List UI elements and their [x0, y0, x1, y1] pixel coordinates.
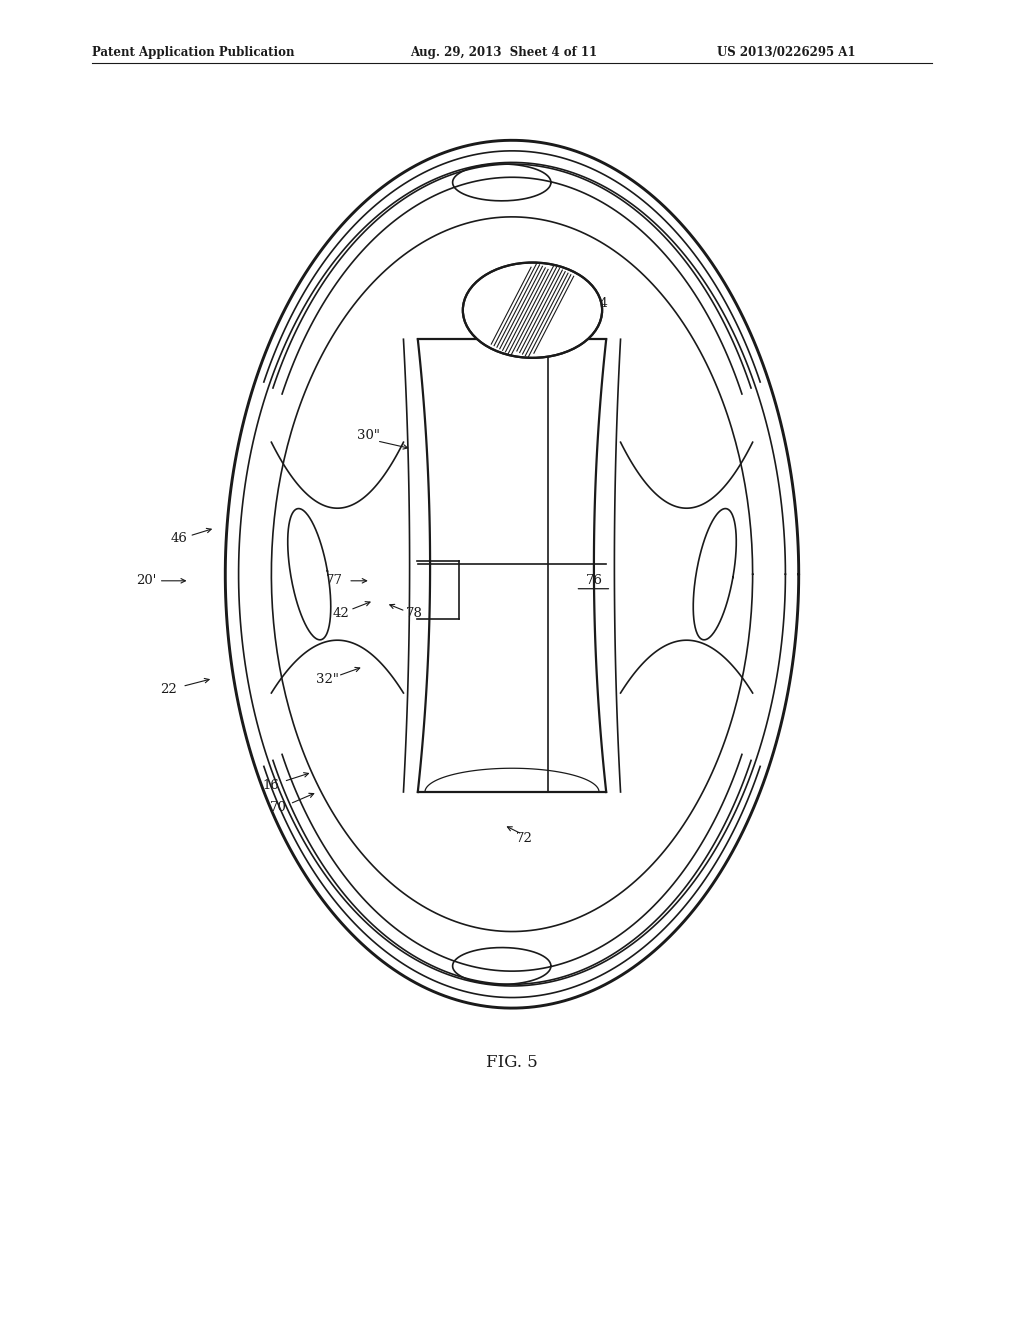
Ellipse shape [463, 263, 602, 358]
Text: Aug. 29, 2013  Sheet 4 of 11: Aug. 29, 2013 Sheet 4 of 11 [410, 46, 597, 59]
Text: 16: 16 [263, 779, 280, 792]
Text: 42: 42 [333, 607, 349, 620]
Text: 77: 77 [327, 574, 343, 587]
Text: 22: 22 [161, 682, 177, 696]
Text: 17: 17 [504, 288, 520, 301]
Text: 78: 78 [407, 607, 423, 620]
Text: 20': 20' [136, 574, 157, 587]
Text: US 2013/0226295 A1: US 2013/0226295 A1 [717, 46, 855, 59]
Text: Patent Application Publication: Patent Application Publication [92, 46, 295, 59]
Text: 30": 30" [357, 429, 380, 442]
Text: 72: 72 [516, 832, 532, 845]
Text: 46: 46 [171, 532, 187, 545]
Text: FIG. 5: FIG. 5 [486, 1055, 538, 1071]
Text: 76: 76 [586, 574, 602, 587]
Text: 32": 32" [316, 673, 339, 686]
Text: 74: 74 [592, 297, 608, 310]
Text: 70: 70 [270, 801, 287, 814]
